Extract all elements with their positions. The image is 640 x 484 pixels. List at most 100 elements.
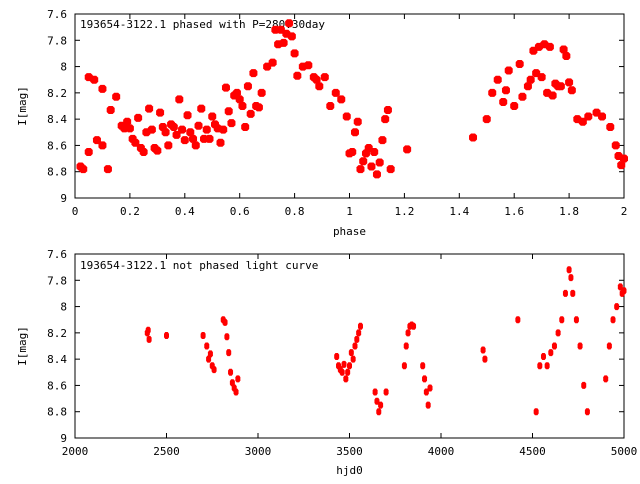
- data-point: [383, 388, 389, 396]
- unphased-x-tick-label: 2500: [153, 445, 180, 458]
- data-point: [224, 333, 230, 341]
- data-point: [403, 145, 412, 154]
- data-point: [106, 105, 115, 114]
- data-point: [145, 326, 151, 334]
- data-point: [331, 88, 340, 97]
- data-point: [372, 388, 378, 396]
- phased-x-tick-label: 0.6: [230, 205, 250, 218]
- phased-x-tick-label: 0.4: [175, 205, 195, 218]
- phased-panel: 0 0.2 0.4 0.6 0.8 1 1.2 1.4 1.6 1.8 2 7.6 7.8 8 8.2 8.4…: [16, 8, 628, 238]
- data-point: [567, 86, 576, 95]
- data-point: [469, 133, 478, 142]
- data-point: [315, 82, 324, 91]
- data-point: [488, 88, 497, 97]
- unphased-chart-title: 193654-3122.1 not phased light curve: [80, 259, 318, 272]
- data-point: [386, 165, 395, 174]
- phased-x-tick-label: 1.4: [449, 205, 469, 218]
- data-point: [169, 123, 178, 132]
- data-point: [233, 388, 239, 396]
- data-point: [178, 125, 187, 134]
- data-point: [548, 91, 557, 100]
- data-point: [401, 362, 407, 370]
- data-point: [545, 42, 554, 51]
- data-point: [312, 75, 321, 84]
- data-point: [617, 161, 626, 170]
- data-point: [342, 112, 351, 121]
- data-point: [359, 157, 368, 166]
- data-point: [326, 102, 335, 110]
- data-point: [175, 95, 184, 104]
- data-point: [123, 117, 132, 126]
- data-point: [197, 104, 206, 113]
- data-point: [518, 92, 527, 101]
- data-point: [183, 111, 192, 120]
- data-point: [207, 350, 213, 358]
- data-point: [544, 362, 550, 370]
- data-point: [383, 105, 392, 114]
- data-point: [200, 331, 206, 339]
- data-point: [268, 58, 277, 67]
- unphased-y-tick-label: 8.2: [47, 327, 67, 340]
- data-point: [405, 329, 411, 337]
- data-point: [606, 342, 612, 350]
- data-point: [243, 82, 252, 91]
- data-point: [482, 355, 488, 363]
- data-point: [515, 59, 524, 68]
- data-point: [205, 134, 214, 143]
- data-point: [219, 125, 228, 134]
- data-point: [164, 141, 173, 150]
- data-point: [320, 73, 329, 82]
- data-point: [537, 73, 546, 82]
- data-point: [357, 322, 363, 330]
- data-point: [581, 381, 587, 389]
- unphased-plot-frame: [74, 253, 625, 439]
- data-point: [161, 128, 170, 137]
- data-point: [577, 342, 583, 350]
- data-point: [228, 368, 234, 376]
- data-point: [480, 346, 486, 354]
- data-point: [523, 82, 532, 91]
- data-point: [249, 69, 258, 78]
- phased-x-tick-label: 1: [346, 205, 353, 218]
- data-point: [555, 329, 561, 337]
- data-point: [374, 397, 380, 405]
- data-point: [378, 136, 387, 145]
- data-point: [367, 162, 376, 171]
- data-point: [348, 148, 357, 156]
- data-point: [139, 148, 148, 156]
- phased-y-tick-label: 8.4: [47, 113, 67, 126]
- phased-y-tick-label: 8.8: [47, 166, 67, 179]
- data-point: [526, 75, 535, 84]
- data-point: [493, 75, 502, 84]
- unphased-y-tick-label: 9: [60, 432, 67, 445]
- data-point: [112, 92, 121, 101]
- unphased-x-tick-label: 4000: [428, 445, 455, 458]
- data-point: [606, 123, 615, 132]
- data-point: [551, 342, 557, 350]
- data-point: [354, 335, 360, 343]
- data-point: [232, 88, 241, 97]
- unphased-x-tick-label: 5000: [611, 445, 638, 458]
- data-point: [548, 349, 554, 357]
- data-point: [341, 360, 347, 368]
- data-point: [206, 355, 212, 363]
- data-point: [345, 368, 351, 376]
- data-point: [353, 117, 362, 126]
- data-point: [501, 86, 510, 95]
- data-point: [98, 141, 107, 150]
- unphased-y-tick-label: 7.6: [47, 248, 67, 261]
- data-point: [504, 66, 513, 75]
- phased-x-tick-label: 0: [72, 205, 79, 218]
- data-point: [131, 138, 140, 147]
- data-point: [584, 112, 593, 121]
- data-point: [499, 98, 508, 107]
- unphased-x-axis-label: hjd0: [336, 464, 363, 477]
- data-point: [614, 303, 620, 311]
- data-point: [208, 112, 217, 121]
- phased-y-tick-label: 7.6: [47, 8, 67, 21]
- phased-x-tick-label: 1.6: [504, 205, 524, 218]
- data-point: [356, 165, 365, 174]
- data-point: [403, 342, 409, 350]
- data-point: [153, 146, 162, 155]
- data-point: [343, 375, 349, 383]
